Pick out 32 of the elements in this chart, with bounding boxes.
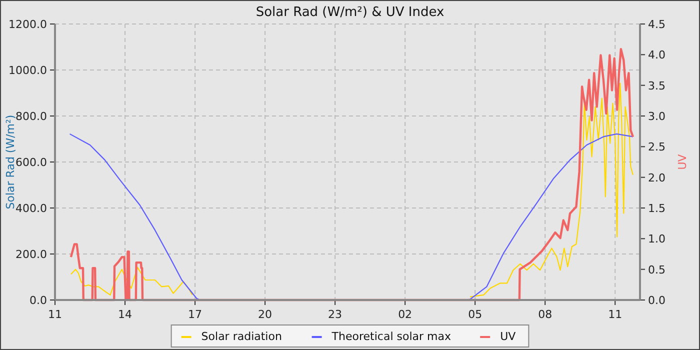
y2-tick-label: 2.5 — [648, 140, 666, 154]
y2-tick-label: 4.0 — [648, 48, 666, 62]
legend-label: UV — [500, 330, 516, 343]
x-tick-label: 11 — [48, 308, 62, 321]
y-tick-label: 0.0 — [30, 294, 47, 307]
y2-tick-label: 0.5 — [648, 263, 666, 276]
y2-tick-label: 0.0 — [648, 294, 666, 307]
y2-tick-label: 1.0 — [648, 232, 666, 246]
x-tick-label: 02 — [398, 308, 412, 321]
y2-tick-label: 2.0 — [648, 171, 666, 184]
y-tick-label: 1200.0 — [8, 18, 47, 31]
y2-axis-title: UV — [676, 154, 689, 170]
y-axis-title: Solar Rad (W/m²) — [4, 114, 17, 210]
y2-tick-label: 1.5 — [648, 202, 666, 215]
x-tick-label: 20 — [258, 308, 272, 321]
x-tick-label: 17 — [188, 308, 202, 321]
legend-label: Theoretical solar max — [330, 330, 452, 343]
x-tick-label: 14 — [118, 308, 132, 321]
y-tick-label: 1000.0 — [8, 64, 47, 77]
y-tick-label: 400.0 — [16, 202, 47, 215]
legend-label: Solar radiation — [201, 330, 282, 343]
x-tick-label: 23 — [328, 308, 342, 321]
y-tick-label: 200.0 — [16, 248, 47, 261]
y-tick-label: 800.0 — [16, 110, 47, 123]
y2-tick-label: 3.0 — [648, 110, 666, 123]
y2-tick-label: 3.5 — [648, 79, 666, 92]
y-tick-label: 600.0 — [16, 156, 47, 169]
x-tick-label: 08 — [538, 308, 552, 321]
x-tick-label: 11 — [608, 308, 622, 321]
x-tick-label: 05 — [468, 308, 482, 321]
chart-title: Solar Rad (W/m²) & UV Index — [256, 5, 444, 20]
y2-tick-label: 4.5 — [648, 18, 666, 31]
